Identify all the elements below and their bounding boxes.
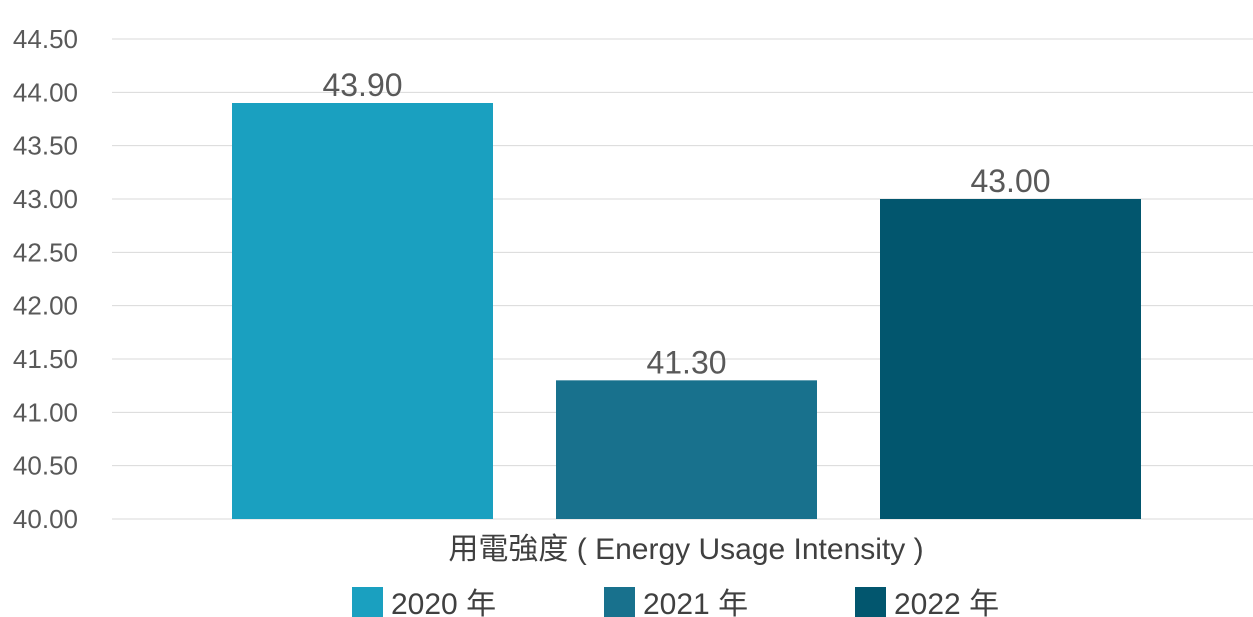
bar [880,199,1141,519]
legend-swatch [352,587,383,617]
y-tick-label: 44.50 [13,24,78,54]
bars [232,103,1141,519]
legend-label: 2021 年 [643,588,748,617]
legend-swatch [855,587,886,617]
y-tick-label: 41.50 [13,344,78,374]
y-tick-label: 44.00 [13,77,78,107]
legend-label: 2020 年 [391,588,496,617]
legend-swatch [604,587,635,617]
y-tick-label: 41.00 [13,397,78,427]
y-axis-tick-labels: 40.00 40.50 41.00 41.50 42.00 42.50 43.00 43.50… [13,24,78,534]
data-labels: 43.90 41.30 43.00 [322,67,1050,380]
data-label: 43.90 [322,67,402,103]
y-tick-label: 40.00 [13,504,78,534]
y-tick-label: 42.50 [13,237,78,267]
y-tick-label: 43.00 [13,184,78,214]
y-tick-label: 42.00 [13,291,78,321]
y-tick-label: 43.50 [13,131,78,161]
legend-label: 2022 年 [894,588,999,617]
data-label: 43.00 [970,163,1050,199]
bar [556,380,817,519]
x-axis-category-labels: 用電強度 ( Energy Usage Intensity ) [448,533,923,566]
legend: 2020 年 2021 年 2022 年 [352,587,999,617]
y-tick-label: 40.50 [13,451,78,481]
bar [232,103,493,519]
x-category-label: 用電強度 ( Energy Usage Intensity ) [448,533,923,566]
data-label: 41.30 [646,344,726,380]
